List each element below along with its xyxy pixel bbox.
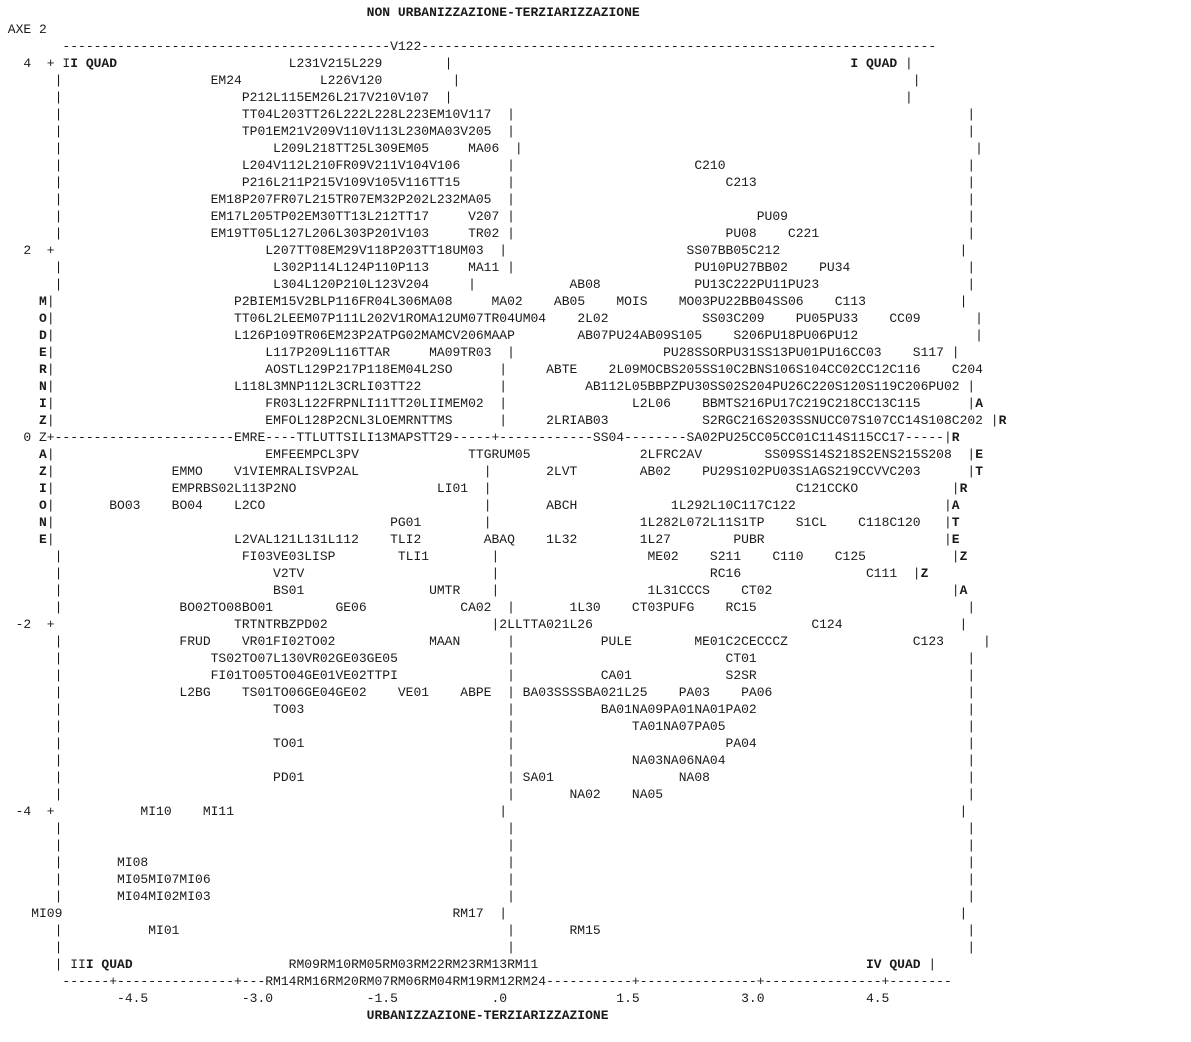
plot-row: | V2TV | RC16 C111 |Z [0,566,929,581]
plot-row: | TS02TO07L130VR02GE03GE05 | CT01 | [0,651,976,666]
plot-row: | | | [0,940,976,955]
plot-row: | | | [0,821,976,836]
plot-row: D| L126P109TR06EM23P2ATPG02MAMCV206MAAP … [39,328,983,343]
plot-row: | EM17L205TP02EM30TT13L212TT17 V207 | PU… [0,209,976,224]
plot-row: | TO01 | PA04 | [0,736,976,751]
plot-row: Z| EMFOL128P2CNL3LOEMRNTTMS | 2LRIAB03 S… [39,413,1007,428]
chart-title: NON URBANIZZAZIONE-TERZIARIZZAZIONE [0,5,640,20]
plot-row: A| EMFEEMPCL3PV TTGRUM05 2LFRC2AV SS09SS… [39,447,983,462]
plot-row: E| L2VAL121L131L112 TLI2 ABAQ 1L32 1L27 … [39,532,960,547]
x-tick-labels: -4.5 -3.0 -1.5 .0 1.5 3.0 4.5 [0,991,890,1006]
plot-row: | FI01TO05TO04GE01VE02TTPI | CA01 S2SR | [0,668,976,683]
plot-row: O| TT06L2LEEM07P111L202V1ROMA12UM07TR04U… [39,311,983,326]
plot-row: | BO02TO08BO01 GE06 CA02 | 1L30 CT03PUFG… [0,600,976,615]
plot-row: | L304L120P210L123V204 | AB08 PU13C222PU… [0,277,976,292]
plot-row: O| BO03 BO04 L2CO | ABCH 1L292L10C117C12… [39,498,960,513]
plot-row: | L2BG TS01TO06GE04GE02 VE01 ABPE | BA03… [0,685,976,700]
plot-row: 2 + L207TT08EM29V118P203TT18UM03 | SS07B… [0,243,968,258]
plot-row: | MI08 | | [0,855,976,870]
plot-row: | L209L218TT25L309EM05 MA06 | | [0,141,983,156]
plot-row: | FI03VE03LISP TLI1 | ME02 S211 C110 C12… [0,549,968,564]
plot-row: M| P2BIEM15V2BLP116FR04L306MA08 MA02 AB0… [39,294,968,309]
plot-row: | | NA03NA06NA04 | [0,753,976,768]
plot-row: | III QUAD RM09RM10RM05RM03RM22RM23RM13R… [0,957,937,972]
y-axis-label: AXE 2 [0,22,47,37]
plot-row: | EM18P207FR07L215TR07EM32P202L232MA05 |… [0,192,976,207]
x-axis-label: URBANIZZAZIONE-TERZIARIZZAZIONE [0,1008,609,1023]
plot-row: | TT04L203TT26L222L228L223EM10V117 | | [0,107,976,122]
plot-row: Z| EMMO V1VIEMRALISVP2AL | 2LVT AB02 PU2… [39,464,983,479]
plot-row: | | TA01NA07PA05 | [0,719,976,734]
plot-row: I| FR03L122FRPNLI11TT20LIIMEM02 | L2L06 … [39,396,983,411]
plot-row: | P212L115EM26L217V210V107 | | [0,90,913,105]
plot-row: -2 + TRTNTRBZPD02 |2LLTTA021L26 C124 | [0,617,968,632]
plot-row: | FRUD VR01FI02TO02 MAAN | PULE ME01C2CE… [0,634,991,649]
plot-row: I| EMPRBS02L113P2NO LI01 | C121CCKO |R [39,481,968,496]
plot-row: | P216L211P215V109V105V116TT15 | C213 | [0,175,976,190]
plot-row: E| L117P209L116TTAR MA09TR03 | PU28SSORP… [39,345,960,360]
plot-row: | EM19TT05L127L206L303P201V103 TR02 | PU… [0,226,976,241]
plot-row: 0 Z+-----------------------EMRE----TTLUT… [0,430,960,445]
plot-row: | TO03 | BA01NA09PA01NA01PA02 | [0,702,976,717]
plot-row: MI09 RM17 | | [0,906,968,921]
plot-row: | TP01EM21V209V110V113L230MA03V205 | | [0,124,976,139]
plot-row: | EM24 L226V120 | | [0,73,921,88]
plot-row: | MI01 | RM15 | [0,923,976,938]
plot-row: | BS01 UMTR | 1L31CCCS CT02 |A [0,583,968,598]
bottom-frame: ------+---------------+---RM14RM16RM20RM… [0,974,952,989]
plot-row: | PD01 | SA01 NA08 | [0,770,976,785]
plot-row: | | | [0,838,976,853]
plot-row: | MI05MI07MI06 | | [0,872,976,887]
plot-row: N| L118L3MNP112L3CRLI03TT22 | AB112L05BB… [39,379,976,394]
plot-row: R| AOSTL129P217P118EM04L2SO | ABTE 2L09M… [39,362,983,377]
plot-row: | L204V112L210FR09V211V104V106 | C210 | [0,158,976,173]
plot-row: 4 + II QUAD L231V215L229 | I QUAD | [0,56,913,71]
plot-row: -4 + MI10 MI11 | | [0,804,968,819]
plot-row: | L302P114L124P110P113 MA11 | PU10PU27BB… [0,260,976,275]
plot-row: | | NA02 NA05 | [0,787,976,802]
plot-row: N| PG01 | 1L282L072L11S1TP S1CL C118C120… [39,515,960,530]
plot-row: | MI04MI02MI03 | | [0,889,976,904]
top-frame: ----------------------------------------… [0,39,937,54]
